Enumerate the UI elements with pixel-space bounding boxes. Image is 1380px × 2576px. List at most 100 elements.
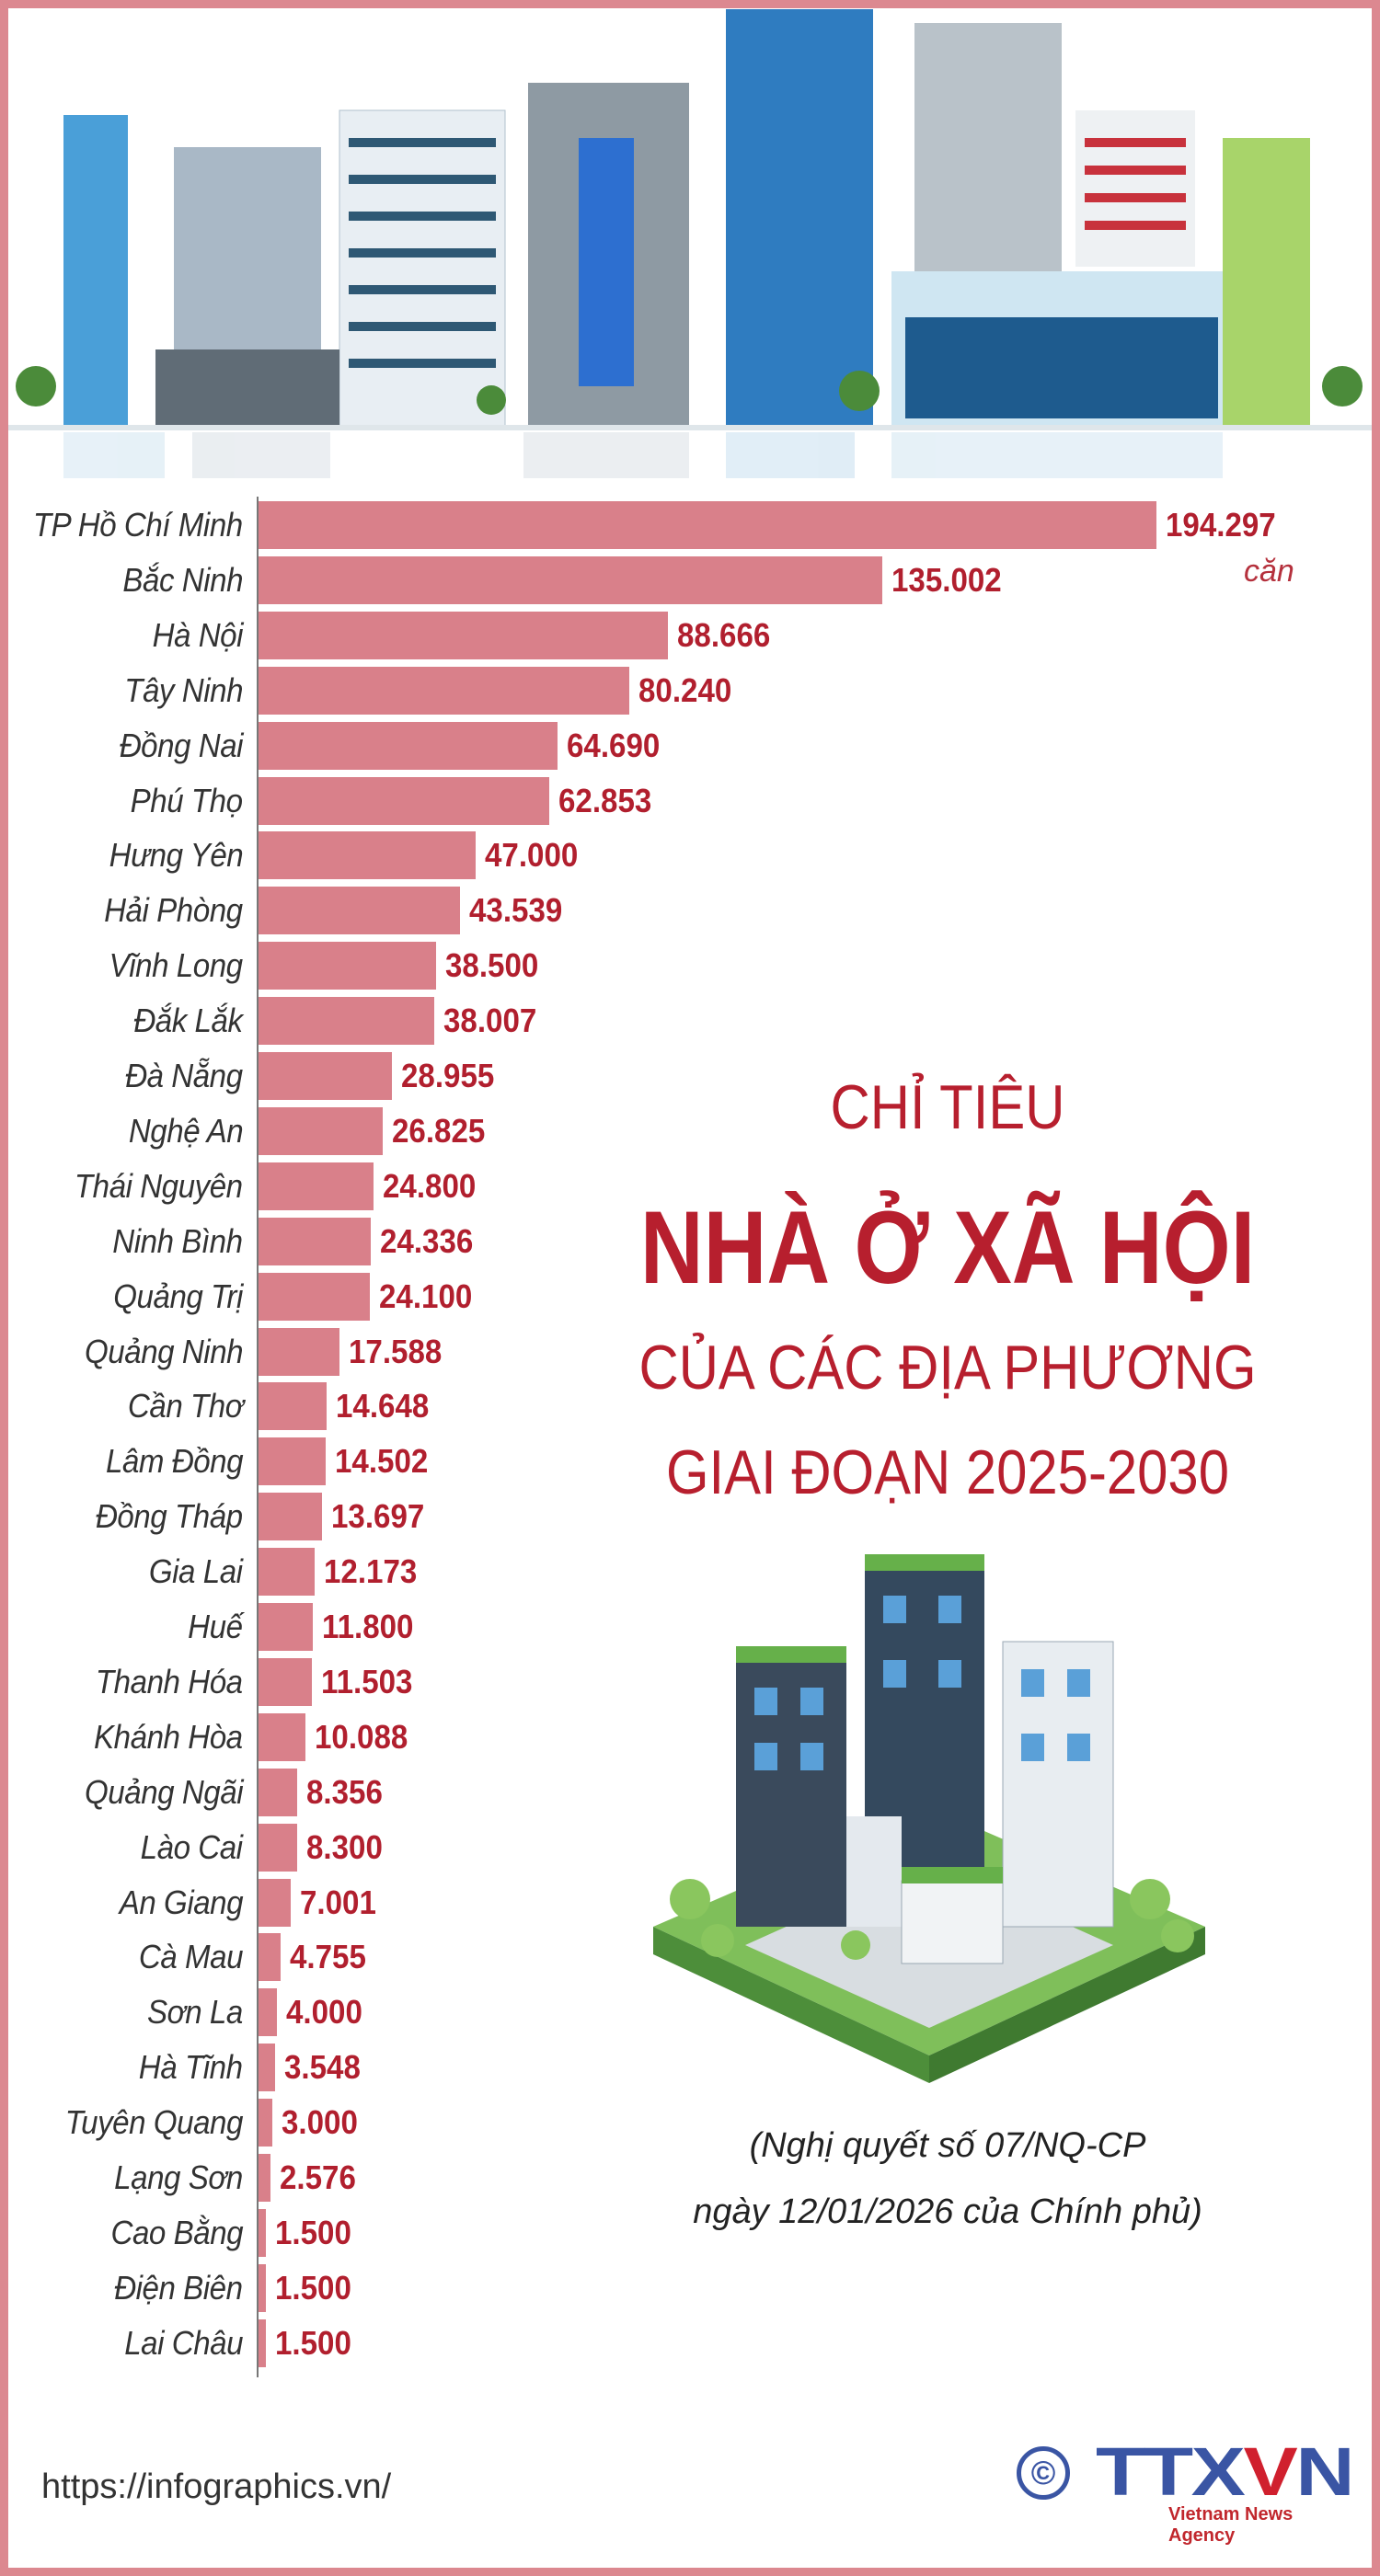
tree-icon (16, 366, 1363, 415)
bar (259, 1657, 312, 1706)
category-label: Đắk Lắk (133, 1002, 244, 1040)
category-label: TP Hồ Chí Minh (33, 506, 243, 544)
value-label: 28.955 (401, 1057, 495, 1094)
title-line-1: CHỈ TIÊU (830, 1072, 1065, 1142)
category-label: Ninh Bình (112, 1221, 244, 1260)
value-label: 8.356 (305, 1772, 383, 1811)
logo-wordmark: TTXVN (1096, 2433, 1355, 2510)
value-label: 3.548 (283, 2048, 361, 2087)
bar (259, 2044, 275, 2092)
building (63, 115, 128, 428)
value-label: 38.007 (443, 1002, 537, 1040)
bar (259, 1437, 326, 1486)
value-label: 14.648 (335, 1387, 429, 1425)
bar (259, 611, 669, 659)
ttxvn-logo: © TTXVN Vietnam News Agency (1017, 2438, 1355, 2546)
city-skyline-illustration (8, 0, 1372, 478)
bar (259, 1052, 393, 1100)
bar (259, 2263, 266, 2312)
category-label: Nghệ An (128, 1111, 244, 1150)
bar (259, 1327, 340, 1376)
source-note-line-1: (Nghị quyết số 07/NQ-CP (749, 2126, 1146, 2165)
category-label: Tây Ninh (124, 670, 243, 709)
bar (259, 1933, 281, 1982)
value-label: 80.240 (638, 670, 732, 709)
bar (259, 887, 460, 935)
category-label: Thanh Hóa (96, 1662, 243, 1700)
value-label: 47.000 (485, 836, 579, 875)
logo-tagline: Vietnam News Agency (1168, 2504, 1294, 2546)
category-label: An Giang (119, 1883, 244, 1921)
category-label: Phú Thọ (131, 781, 243, 819)
title-line-4: GIAI ĐOẠN 2025-2030 (665, 1437, 1230, 1507)
value-label: 24.336 (380, 1221, 474, 1260)
category-label: Quảng Ngãi (84, 1772, 244, 1811)
category-label: Cao Bằng (110, 2213, 243, 2251)
bar (259, 555, 883, 604)
source-note-line-2: ngày 12/01/2026 của Chính phủ) (693, 2192, 1202, 2231)
category-label: Lào Cai (141, 1827, 243, 1866)
bar (259, 1768, 297, 1816)
bar (259, 1823, 297, 1872)
title-line-3: CỦA CÁC ĐỊA PHƯƠNG (638, 1333, 1257, 1402)
value-label: 88.666 (677, 615, 771, 654)
value-label: 26.825 (391, 1111, 486, 1150)
bar (259, 501, 1156, 549)
category-label: Hà Tĩnh (139, 2048, 243, 2087)
bar (259, 997, 434, 1046)
website-link[interactable]: https://infographics.vn/ (41, 2467, 392, 2506)
y-axis-line (257, 497, 259, 2377)
value-label: 38.500 (445, 946, 539, 985)
category-label: Lạng Sơn (114, 2158, 243, 2196)
category-label: Thái Nguyên (75, 1166, 243, 1205)
category-label: Tuyên Quang (64, 2103, 244, 2142)
category-label: Khánh Hòa (94, 1717, 243, 1756)
bar (259, 1272, 371, 1321)
category-label: Lâm Đồng (105, 1442, 244, 1481)
category-label: Điện Biên (114, 2268, 244, 2307)
building (914, 23, 1062, 280)
bar (259, 942, 437, 990)
bar (259, 831, 477, 880)
category-label: Hải Phòng (104, 891, 243, 930)
category-label: Huế (188, 1608, 244, 1645)
bar (259, 1217, 372, 1265)
bar (259, 1382, 327, 1431)
category-label: Đà Nẵng (125, 1057, 243, 1094)
category-label: Đồng Nai (119, 726, 244, 764)
building (1075, 110, 1195, 267)
bar (259, 1162, 374, 1210)
tree-icon (670, 1879, 1194, 1960)
category-label: Cà Mau (138, 1938, 244, 1976)
bar (259, 1106, 383, 1155)
copyright-icon: © (1017, 2446, 1070, 2500)
value-label: 194.297 (1166, 506, 1276, 544)
category-label: Quảng Ninh (84, 1332, 244, 1370)
category-label: Bắc Ninh (122, 560, 243, 599)
value-label: 24.100 (379, 1277, 473, 1315)
social-housing-illustration (653, 1554, 1205, 2083)
value-label: 17.588 (349, 1332, 443, 1370)
value-label: 1.500 (274, 2323, 351, 2362)
bar (259, 666, 630, 715)
value-label: 1.500 (274, 2268, 351, 2307)
bar (259, 1493, 322, 1541)
category-label: Sơn La (147, 1993, 243, 2032)
bar (259, 1548, 316, 1597)
building (726, 9, 873, 428)
category-label: Hưng Yên (109, 836, 243, 875)
value-label: 1.500 (274, 2213, 351, 2251)
value-label: 24.800 (382, 1166, 476, 1205)
value-label: 11.800 (322, 1608, 414, 1645)
category-label: Cần Thơ (127, 1387, 244, 1425)
category-label: Vĩnh Long (109, 946, 243, 985)
value-label: 135.002 (891, 560, 1002, 599)
category-label: Quảng Trị (113, 1277, 243, 1315)
bar (259, 1712, 305, 1761)
value-label: 14.502 (334, 1442, 429, 1481)
category-label: Gia Lai (149, 1552, 243, 1591)
value-label: 64.690 (566, 726, 661, 764)
bar (259, 1878, 292, 1927)
bar (259, 721, 558, 770)
